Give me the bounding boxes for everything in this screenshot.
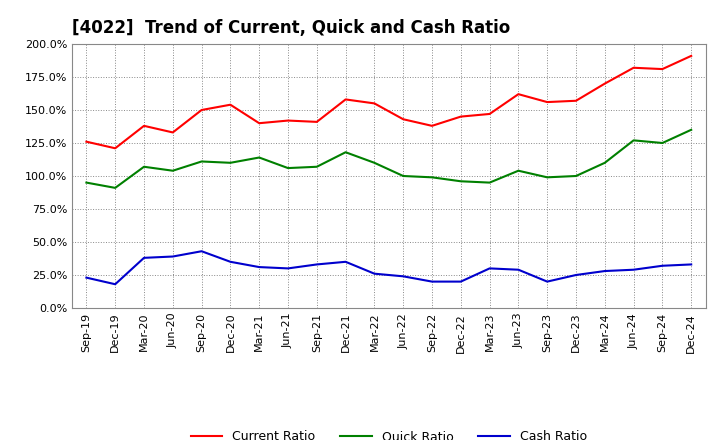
Current Ratio xyxy=(82,139,91,144)
Cash Ratio xyxy=(687,262,696,267)
Quick Ratio xyxy=(111,185,120,191)
Current Ratio xyxy=(370,101,379,106)
Line: Quick Ratio: Quick Ratio xyxy=(86,130,691,188)
Cash Ratio xyxy=(111,282,120,287)
Quick Ratio xyxy=(687,127,696,132)
Cash Ratio xyxy=(399,274,408,279)
Current Ratio xyxy=(341,97,350,102)
Current Ratio xyxy=(399,117,408,122)
Quick Ratio xyxy=(600,160,609,165)
Current Ratio xyxy=(572,98,580,103)
Quick Ratio xyxy=(140,164,148,169)
Cash Ratio xyxy=(140,255,148,260)
Current Ratio xyxy=(428,123,436,128)
Cash Ratio xyxy=(514,267,523,272)
Quick Ratio xyxy=(658,140,667,146)
Line: Current Ratio: Current Ratio xyxy=(86,56,691,148)
Cash Ratio xyxy=(572,272,580,278)
Quick Ratio xyxy=(629,138,638,143)
Current Ratio xyxy=(629,65,638,70)
Cash Ratio xyxy=(255,264,264,270)
Current Ratio xyxy=(600,81,609,86)
Cash Ratio xyxy=(600,268,609,274)
Cash Ratio xyxy=(226,259,235,264)
Current Ratio xyxy=(255,121,264,126)
Current Ratio xyxy=(514,92,523,97)
Current Ratio xyxy=(111,146,120,151)
Cash Ratio xyxy=(456,279,465,284)
Quick Ratio xyxy=(82,180,91,185)
Quick Ratio xyxy=(226,160,235,165)
Legend: Current Ratio, Quick Ratio, Cash Ratio: Current Ratio, Quick Ratio, Cash Ratio xyxy=(186,425,592,440)
Quick Ratio xyxy=(456,179,465,184)
Quick Ratio xyxy=(428,175,436,180)
Current Ratio xyxy=(168,130,177,135)
Text: [4022]  Trend of Current, Quick and Cash Ratio: [4022] Trend of Current, Quick and Cash … xyxy=(72,19,510,37)
Cash Ratio xyxy=(197,249,206,254)
Cash Ratio xyxy=(485,266,494,271)
Quick Ratio xyxy=(341,150,350,155)
Quick Ratio xyxy=(370,160,379,165)
Quick Ratio xyxy=(514,168,523,173)
Quick Ratio xyxy=(197,159,206,164)
Quick Ratio xyxy=(543,175,552,180)
Current Ratio xyxy=(226,102,235,107)
Current Ratio xyxy=(687,53,696,59)
Current Ratio xyxy=(197,107,206,113)
Cash Ratio xyxy=(82,275,91,280)
Quick Ratio xyxy=(255,155,264,160)
Quick Ratio xyxy=(168,168,177,173)
Quick Ratio xyxy=(399,173,408,179)
Current Ratio xyxy=(140,123,148,128)
Current Ratio xyxy=(543,99,552,105)
Line: Cash Ratio: Cash Ratio xyxy=(86,251,691,284)
Quick Ratio xyxy=(572,173,580,179)
Cash Ratio xyxy=(370,271,379,276)
Current Ratio xyxy=(312,119,321,125)
Cash Ratio xyxy=(543,279,552,284)
Quick Ratio xyxy=(284,165,292,171)
Quick Ratio xyxy=(485,180,494,185)
Cash Ratio xyxy=(629,267,638,272)
Quick Ratio xyxy=(312,164,321,169)
Current Ratio xyxy=(456,114,465,119)
Current Ratio xyxy=(284,118,292,123)
Cash Ratio xyxy=(312,262,321,267)
Cash Ratio xyxy=(168,254,177,259)
Current Ratio xyxy=(485,111,494,117)
Cash Ratio xyxy=(658,263,667,268)
Cash Ratio xyxy=(428,279,436,284)
Current Ratio xyxy=(658,66,667,72)
Cash Ratio xyxy=(341,259,350,264)
Cash Ratio xyxy=(284,266,292,271)
